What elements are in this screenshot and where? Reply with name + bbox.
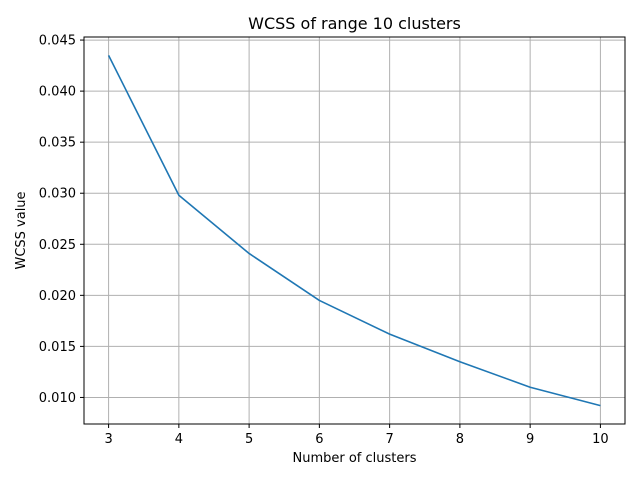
x-tick-label: 8 xyxy=(456,432,464,447)
y-tick-label: 0.025 xyxy=(39,238,76,253)
y-tick-label: 0.045 xyxy=(39,34,76,49)
x-tick-label: 5 xyxy=(245,432,253,447)
chart-title: WCSS of range 10 clusters xyxy=(248,14,461,33)
y-tick-label: 0.030 xyxy=(39,187,76,202)
grid xyxy=(84,37,625,424)
x-tick-label: 6 xyxy=(315,432,323,447)
series-layer xyxy=(107,55,601,407)
axes-frame xyxy=(83,36,626,425)
y-tick-label: 0.020 xyxy=(39,289,76,304)
x-tick-label: 9 xyxy=(526,432,534,447)
y-tick-label: 0.040 xyxy=(39,85,76,100)
series-line xyxy=(107,55,601,407)
x-tick-label: 7 xyxy=(385,432,393,447)
y-tick-label: 0.015 xyxy=(39,340,76,355)
y-tick-label: 0.035 xyxy=(39,136,76,151)
x-axis-label: Number of clusters xyxy=(292,451,416,466)
ticks: 3 4 5 6 7 8 9 10 0.010 0.015 0.020 0.025 0.030 0.035 0… xyxy=(39,34,609,447)
x-tick-label: 10 xyxy=(592,432,609,447)
x-tick-label: 3 xyxy=(104,432,112,447)
y-axis-label: WCSS value xyxy=(14,191,29,269)
x-tick-label: 4 xyxy=(175,432,183,447)
y-tick-label: 0.010 xyxy=(39,391,76,406)
